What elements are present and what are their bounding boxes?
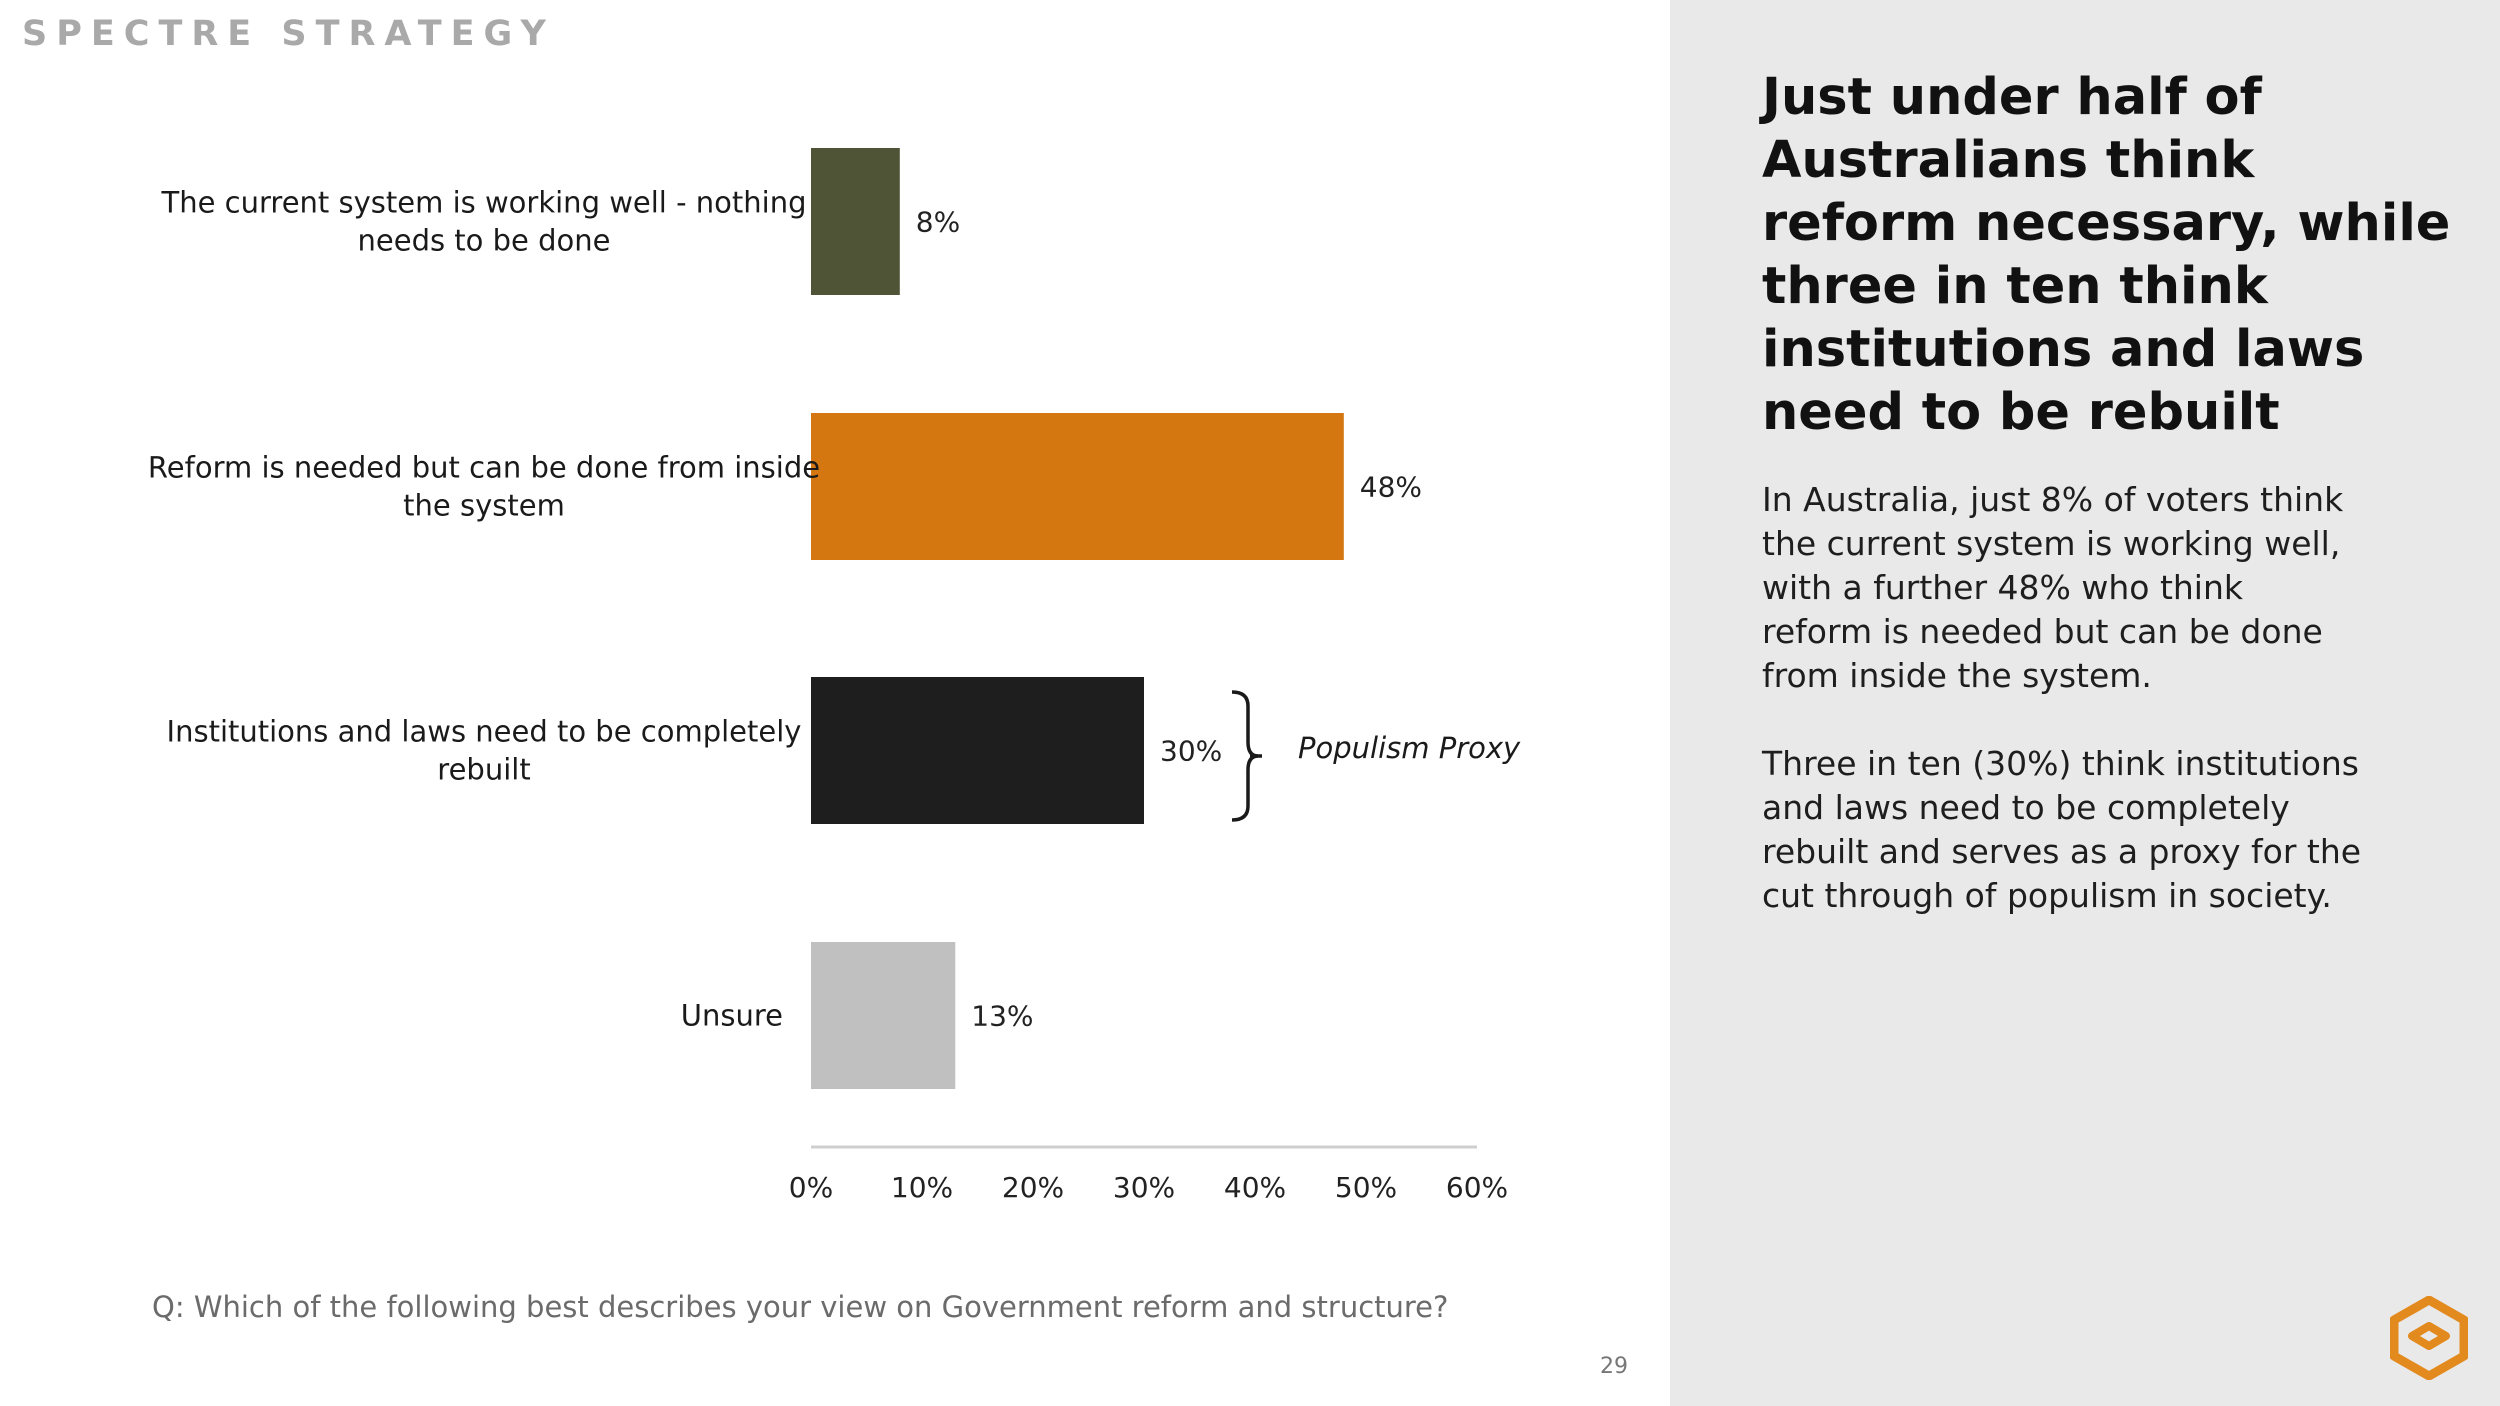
bar-1 bbox=[811, 148, 900, 295]
x-tick-label-2: 10% bbox=[891, 1171, 953, 1204]
category-label-2-line-2: the system bbox=[403, 489, 565, 523]
summary-panel: Just under half of Australians think ref… bbox=[1670, 0, 2500, 1406]
bar-value-label-3: 30% bbox=[1160, 735, 1222, 768]
brand-name: SPECTRE STRATEGY bbox=[22, 14, 555, 54]
panel-body: In Australia, just 8% of voters think th… bbox=[1762, 478, 2362, 962]
panel-headline: Just under half of Australians think ref… bbox=[1762, 68, 2451, 442]
x-tick-label-6: 50% bbox=[1335, 1171, 1397, 1204]
logo-icon bbox=[2390, 1296, 2468, 1380]
x-tick-label-7: 60% bbox=[1446, 1171, 1508, 1204]
panel-paragraph-1: In Australia, just 8% of voters think th… bbox=[1762, 480, 2344, 695]
bar-value-label-1: 8% bbox=[916, 206, 960, 239]
category-label-4-line-1: Unsure bbox=[681, 999, 783, 1033]
category-label-1-line-2: needs to be done bbox=[358, 224, 611, 258]
annotation-populism-proxy: Populism Proxy bbox=[1298, 731, 1521, 765]
page-number: 29 bbox=[1600, 1354, 1628, 1379]
panel-paragraph-2: Three in ten (30%) think institutions an… bbox=[1762, 744, 2362, 915]
category-label-1-line-1: The current system is working well - not… bbox=[161, 186, 807, 220]
category-label-2-line-1: Reform is needed but can be done from in… bbox=[148, 451, 820, 485]
bar-3 bbox=[811, 677, 1144, 824]
bar-value-label-2: 48% bbox=[1360, 471, 1422, 504]
x-tick-label-3: 20% bbox=[1002, 1171, 1064, 1204]
bar-chart: 8% The current system is working well - n… bbox=[148, 148, 1521, 1204]
survey-question: Q: Which of the following best describes… bbox=[152, 1290, 1449, 1324]
x-tick-label-5: 40% bbox=[1224, 1171, 1286, 1204]
category-label-3-line-2: rebuilt bbox=[437, 753, 530, 787]
bar-4 bbox=[811, 942, 956, 1089]
x-tick-label-1: 0% bbox=[789, 1171, 833, 1204]
category-label-3-line-1: Institutions and laws need to be complet… bbox=[167, 715, 802, 749]
x-tick-label-4: 30% bbox=[1113, 1171, 1175, 1204]
bar-2 bbox=[811, 413, 1344, 560]
bar-value-label-4: 13% bbox=[971, 1000, 1033, 1033]
